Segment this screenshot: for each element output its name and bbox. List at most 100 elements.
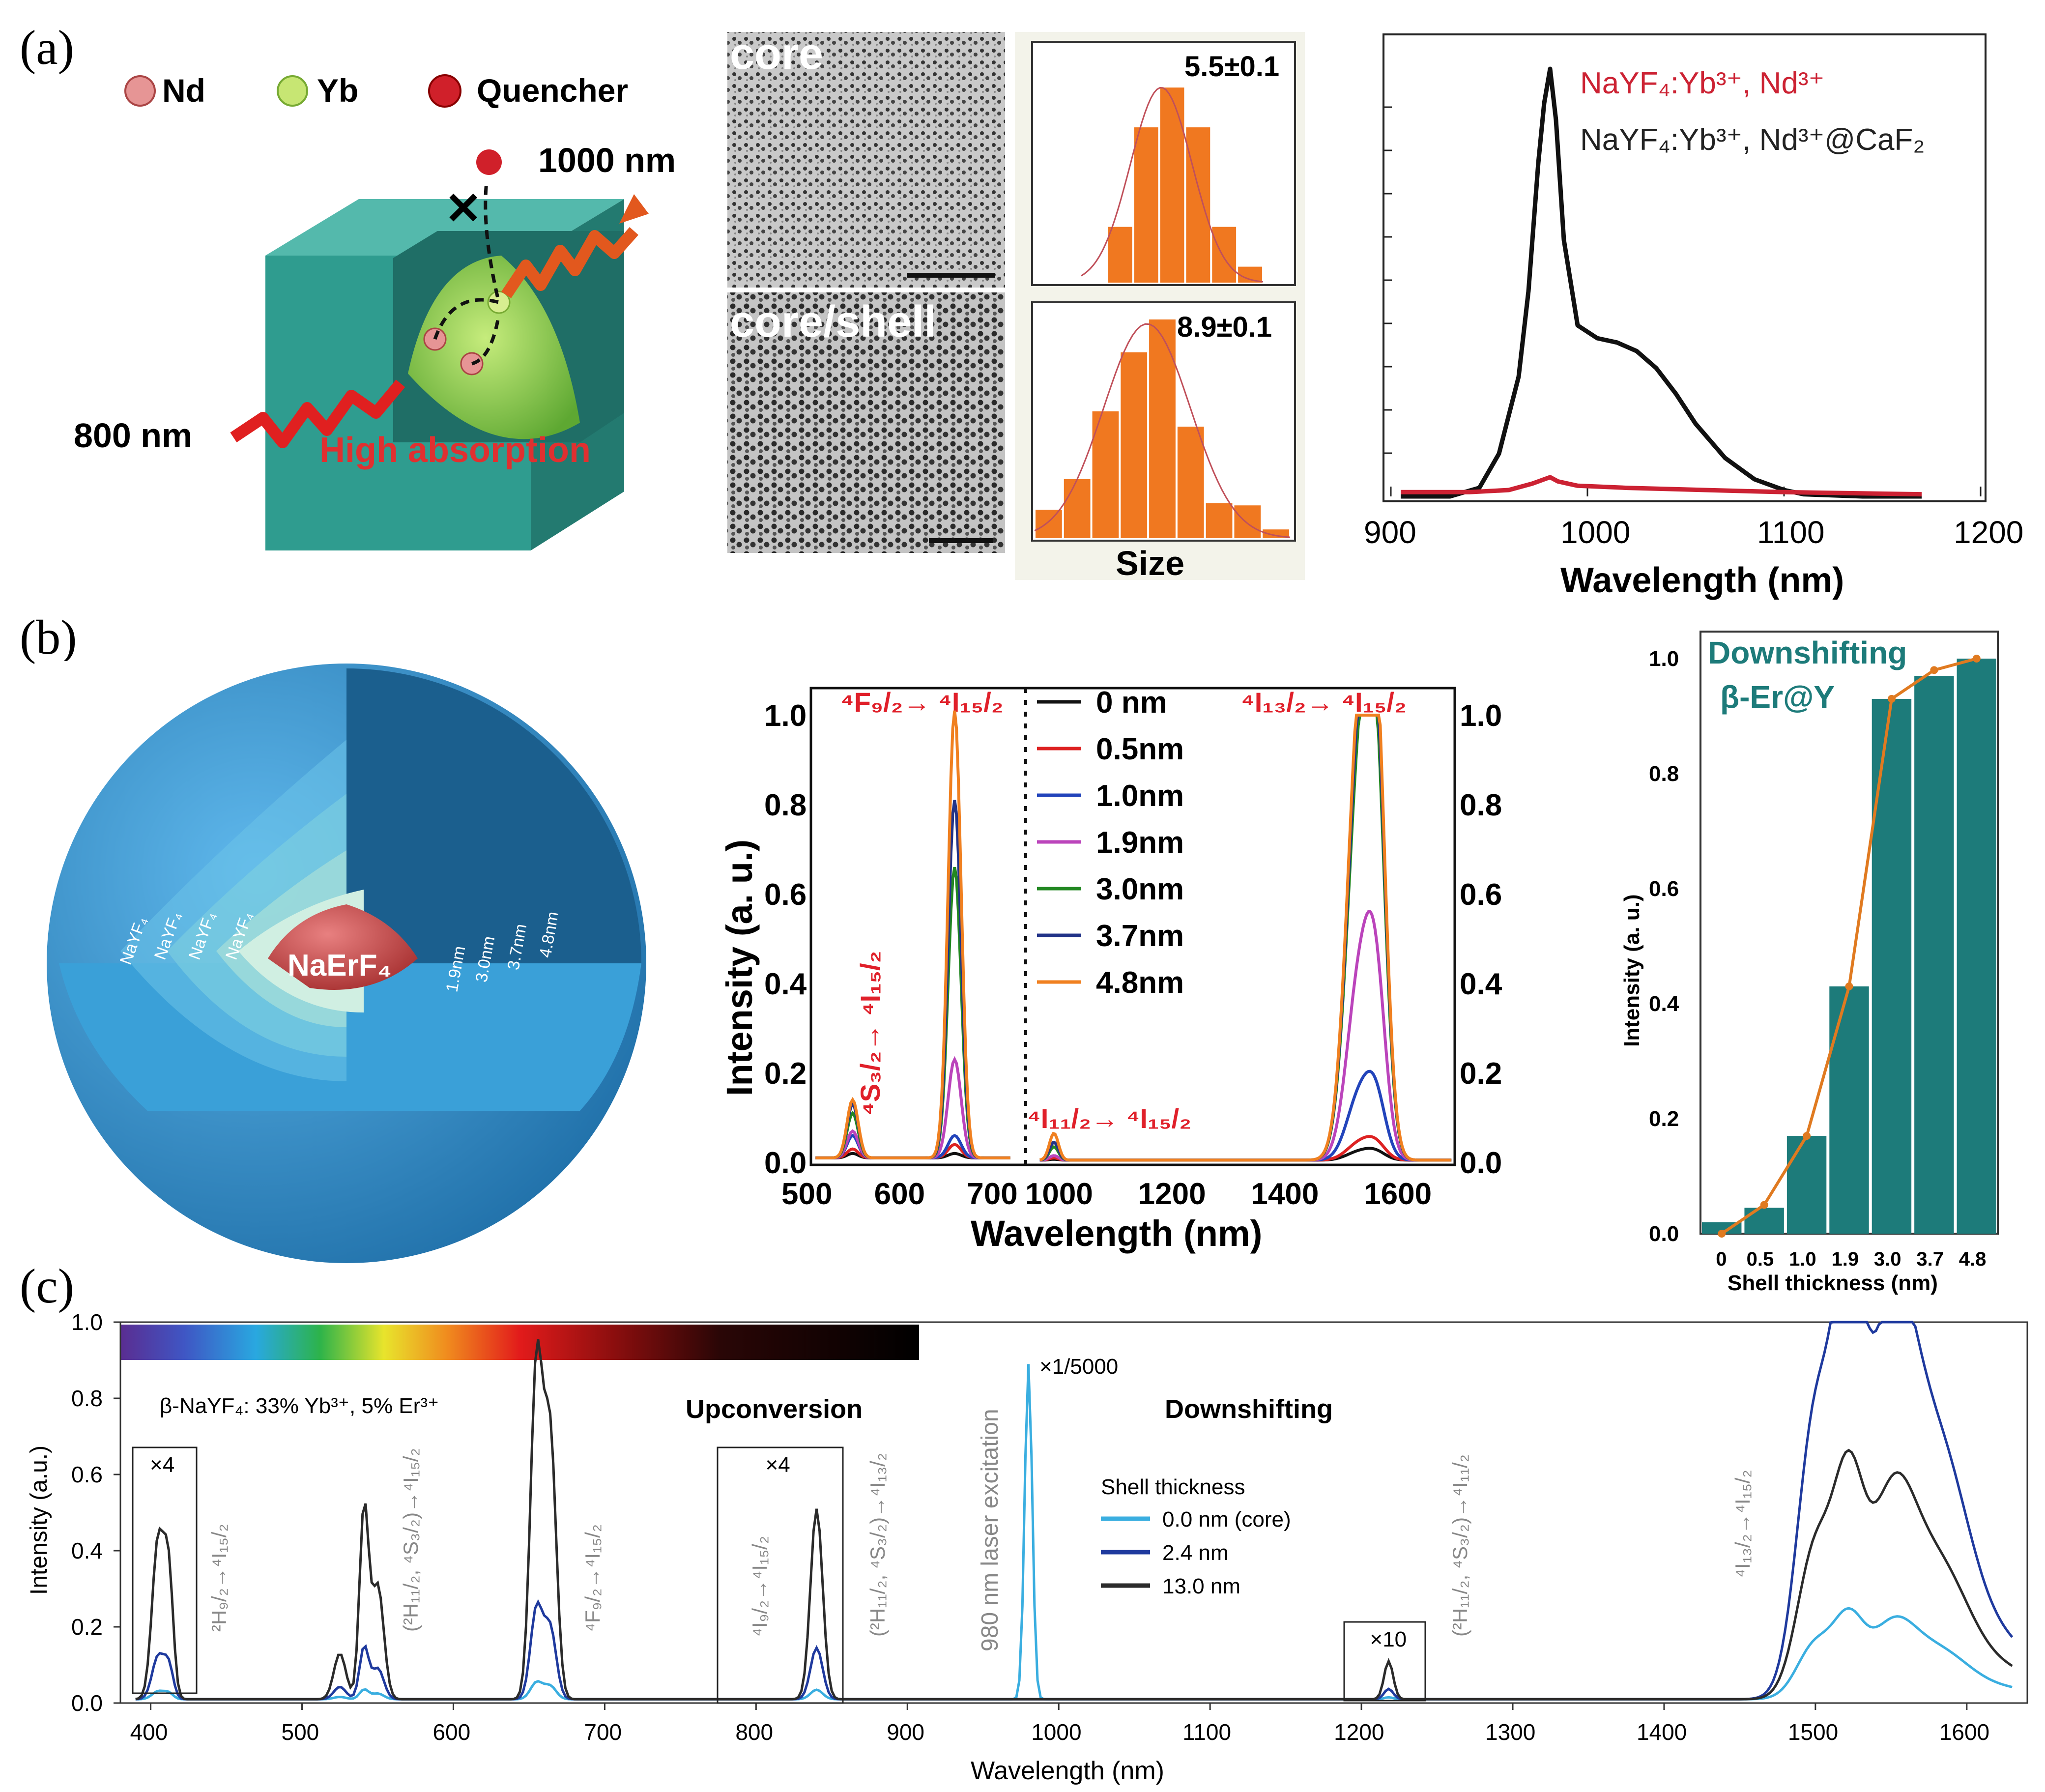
y-tick-label: 0.0 — [71, 1690, 103, 1716]
panel-c-spectrum: Intensity (a.u.) Wavelength (nm) β-NaYF₄… — [26, 1309, 2028, 1785]
x-tick-label: 600 — [432, 1719, 470, 1745]
panel-b-bar-chart: Downshifting β-Er@Y Shell thickness (nm)… — [1620, 631, 1999, 1295]
x-tick-label: 1000 — [1031, 1719, 1081, 1745]
spectrum-line — [815, 710, 1010, 1159]
emission-arrow — [501, 227, 638, 298]
y-tick-label: 1.0 — [1460, 699, 1502, 733]
transition-label: ⁴S₃/₂→ ⁴I₁₅/₂ — [855, 951, 886, 1116]
y-tick-label: 0.8 — [764, 788, 806, 822]
tem-label-core: core — [730, 29, 823, 79]
x-tick-label: 500 — [781, 1177, 832, 1211]
c-frame — [119, 1321, 2028, 1704]
x-tick-label: 3.0 — [1874, 1248, 1901, 1270]
y-tick-label: 0.6 — [764, 878, 806, 912]
x-tick-label: 1200 — [1954, 515, 2023, 550]
legend-label: 13.0 nm — [1162, 1574, 1240, 1598]
histogram-bar — [1092, 411, 1119, 538]
gaussian-fit — [1034, 323, 1291, 538]
x-tick-label: 0 — [1716, 1248, 1727, 1270]
x-tick-label: 1200 — [1334, 1719, 1384, 1745]
x-tick-label: 1100 — [1182, 1719, 1231, 1745]
b-bars-title: Downshifting — [1708, 635, 1907, 670]
bar — [1786, 1136, 1827, 1234]
b-frame — [809, 687, 1456, 1166]
x-tick-label: 700 — [967, 1177, 1017, 1211]
x-tick-label: 1200 — [1138, 1177, 1206, 1211]
y-tick-label: 0.6 — [1460, 878, 1502, 912]
histogram-bar — [1064, 479, 1091, 538]
tem-label-shell: core/shell — [730, 297, 936, 347]
spectrum-line — [135, 1339, 2013, 1701]
histogram-bar — [1149, 319, 1176, 538]
x-tick-label: 0.5 — [1747, 1248, 1774, 1270]
y-tick-label: 0.6 — [71, 1462, 103, 1487]
fit-point — [1887, 694, 1896, 703]
panel-label-b: (b) — [20, 610, 77, 665]
yb-legend-label: Yb — [317, 72, 358, 109]
quencher-legend-icon — [428, 74, 461, 108]
histogram-bar — [1134, 127, 1158, 283]
bar — [1914, 676, 1954, 1234]
histogram-bar — [1234, 505, 1261, 538]
bar — [1829, 986, 1869, 1234]
spectrum-line — [815, 867, 1010, 1159]
transition-label: ⁴F₉/₂→ ⁴I₁₅/₂ — [840, 687, 1004, 718]
block-mark-icon: ✕ — [445, 184, 482, 233]
legend-label: 0.5nm — [1096, 732, 1184, 766]
scale-box-label: ×4 — [150, 1453, 174, 1477]
x-tick-label: 800 — [735, 1719, 773, 1745]
core-label: NaErF₄ — [288, 949, 392, 983]
color-bar — [120, 1325, 919, 1360]
x-tick-label: 1.9 — [1832, 1248, 1859, 1270]
fit-point — [1845, 982, 1853, 990]
y-tick-label: 0.4 — [1649, 992, 1679, 1016]
histogram-bar — [1238, 266, 1262, 283]
downshifting-label: Downshifting — [1165, 1394, 1333, 1424]
histogram-bar — [1036, 510, 1062, 538]
y-tick-label: 0.0 — [764, 1146, 806, 1180]
panel-a-schematic: Nd Yb Quencher ✕ 1000 nm 800 nm High abs… — [74, 29, 1305, 582]
panel-label-a: (a) — [20, 20, 74, 75]
histogram-bar — [1206, 503, 1233, 538]
x-tick-label: 1400 — [1251, 1177, 1319, 1211]
x-tick-label: 3.7 — [1916, 1248, 1944, 1270]
hist-shell-title: 8.9±0.1 — [1177, 311, 1272, 343]
panel-b-spectrum: Intensity (a. u.) Wavelength (nm) ⁴F₉/₂→… — [719, 686, 1502, 1254]
panel-b-sphere: NaErF₄ NaYF₄ NaYF₄ NaYF₄ NaYF₄ 1.9nm 3.0… — [47, 661, 654, 1263]
bar — [1744, 1208, 1784, 1234]
x-tick-label: 1000 — [1025, 1177, 1093, 1211]
histogram-bar — [1121, 352, 1148, 538]
hist-core-title: 5.5±0.1 — [1184, 51, 1279, 83]
transition-label: (²H₁₁/₂, ⁴S₃/₂)→⁴I₁₁/₂ — [1448, 1454, 1471, 1637]
y-tick-label: 0.4 — [764, 967, 807, 1001]
scale-box-label: ×10 — [1370, 1627, 1407, 1651]
bar — [1702, 1222, 1742, 1234]
y-tick-label: 0.4 — [71, 1538, 103, 1563]
x-tick-label: 1.0 — [1789, 1248, 1816, 1270]
excitation-label: 800 nm — [74, 416, 192, 455]
x-tick-label: 600 — [874, 1177, 925, 1211]
y-tick-label: 0.2 — [71, 1614, 103, 1640]
quencher-ion — [476, 149, 502, 175]
spectrum-line — [1401, 475, 1922, 497]
tem-image-shell — [727, 292, 1005, 553]
c-y-label: Intensity (a.u.) — [26, 1445, 52, 1595]
scale-box — [717, 1446, 844, 1704]
hist-core-chart — [1081, 87, 1264, 283]
fit-point — [1803, 1132, 1811, 1140]
transition-label: (²H₁₁/₂, ⁴S₃/₂)→⁴I₁₃/₂ — [866, 1453, 889, 1637]
x-tick-label: 1400 — [1637, 1719, 1687, 1745]
legend-label: 0.0 nm (core) — [1162, 1507, 1291, 1532]
core-shape — [268, 904, 418, 990]
panel-a-spectrum: NaYF₄:Yb³⁺, Nd³⁺ NaYF₄:Yb³⁺, Nd³⁺@CaF₂ W… — [1364, 33, 2023, 600]
nd-legend-icon — [124, 75, 156, 107]
gaussian-fit — [1081, 87, 1264, 283]
nd-legend-label: Nd — [162, 72, 205, 109]
y-tick-label: 0.2 — [1460, 1057, 1502, 1091]
y-tick-label: 0.0 — [1649, 1222, 1679, 1246]
x-tick-label: 1600 — [1364, 1177, 1432, 1211]
yb-ion — [487, 290, 511, 314]
histogram-bar — [1177, 427, 1204, 538]
c-x-label: Wavelength (nm) — [971, 1757, 1164, 1785]
